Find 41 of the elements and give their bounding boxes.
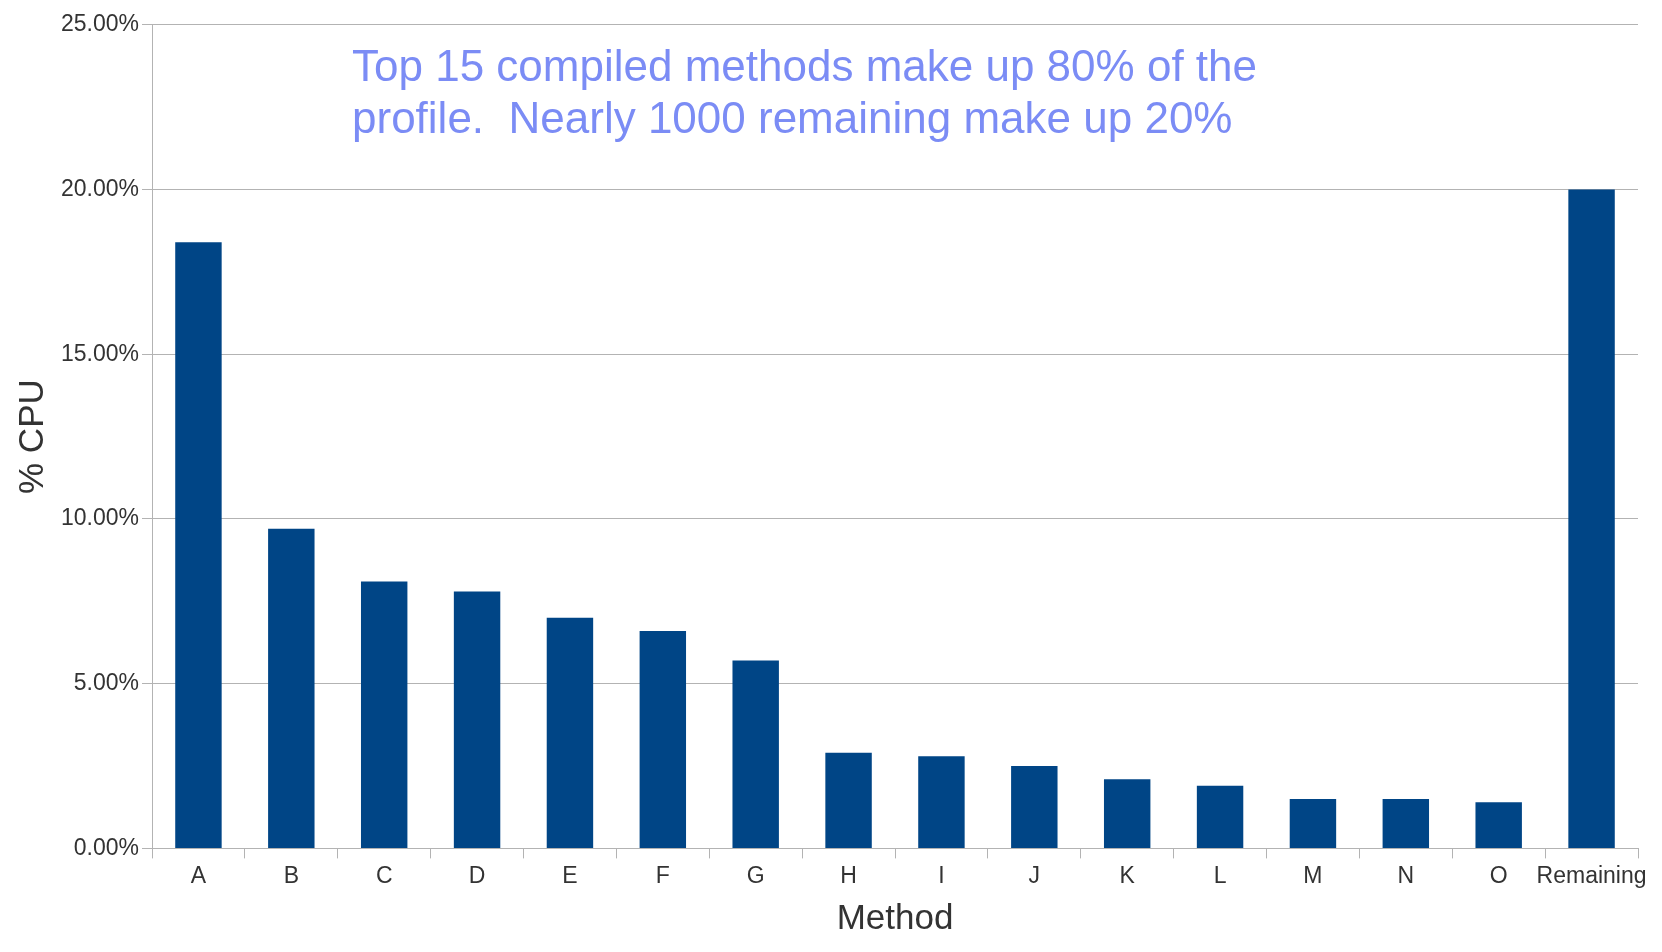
bar [639,630,687,848]
y-tick-label: 20.00% [60,174,140,201]
x-tick-label: B [283,861,299,888]
x-tick-label: G [746,861,765,888]
x-tick-label: J [1028,861,1041,888]
bar [268,528,315,848]
bar [732,660,779,848]
bar [546,617,594,848]
bar [1103,779,1151,848]
y-tick-label: 25.00% [60,10,140,37]
x-tick-label: A [190,861,207,888]
x-tick-label: D [468,861,486,888]
x-tick-label: N [1397,861,1415,888]
bar [1382,798,1430,848]
bar [1568,189,1615,848]
bar [1011,766,1058,848]
bar [918,756,965,848]
x-tick-label: I [938,861,945,888]
x-tick-label: F [655,861,670,888]
x-tick-label: L [1213,861,1227,888]
bar [360,581,408,848]
x-tick-label: O [1489,861,1508,888]
bar [1475,802,1522,848]
y-axis-title: % CPU [10,379,50,494]
bar [453,591,501,848]
x-tick-label: H [840,861,857,888]
bar [175,242,222,848]
annotation: Top 15 compiled methods make up 80% of the profile. Nearly 1000 remaining make up 20% [352,40,1258,142]
bar [825,752,872,848]
bar [1289,798,1337,848]
x-tick-label: Remaining [1536,861,1647,888]
bar [1196,785,1244,848]
y-tick-label: 15.00% [60,339,140,366]
y-tick-label: 5.00% [73,669,140,696]
x-tick-label: E [562,861,578,888]
x-axis-title: Method [836,896,954,936]
y-tick-label: 10.00% [60,504,140,531]
y-tick-label: 0.00% [73,833,140,860]
x-tick-label: C [375,861,393,888]
x-tick-label: M [1303,861,1323,888]
x-tick-label: K [1119,861,1136,888]
